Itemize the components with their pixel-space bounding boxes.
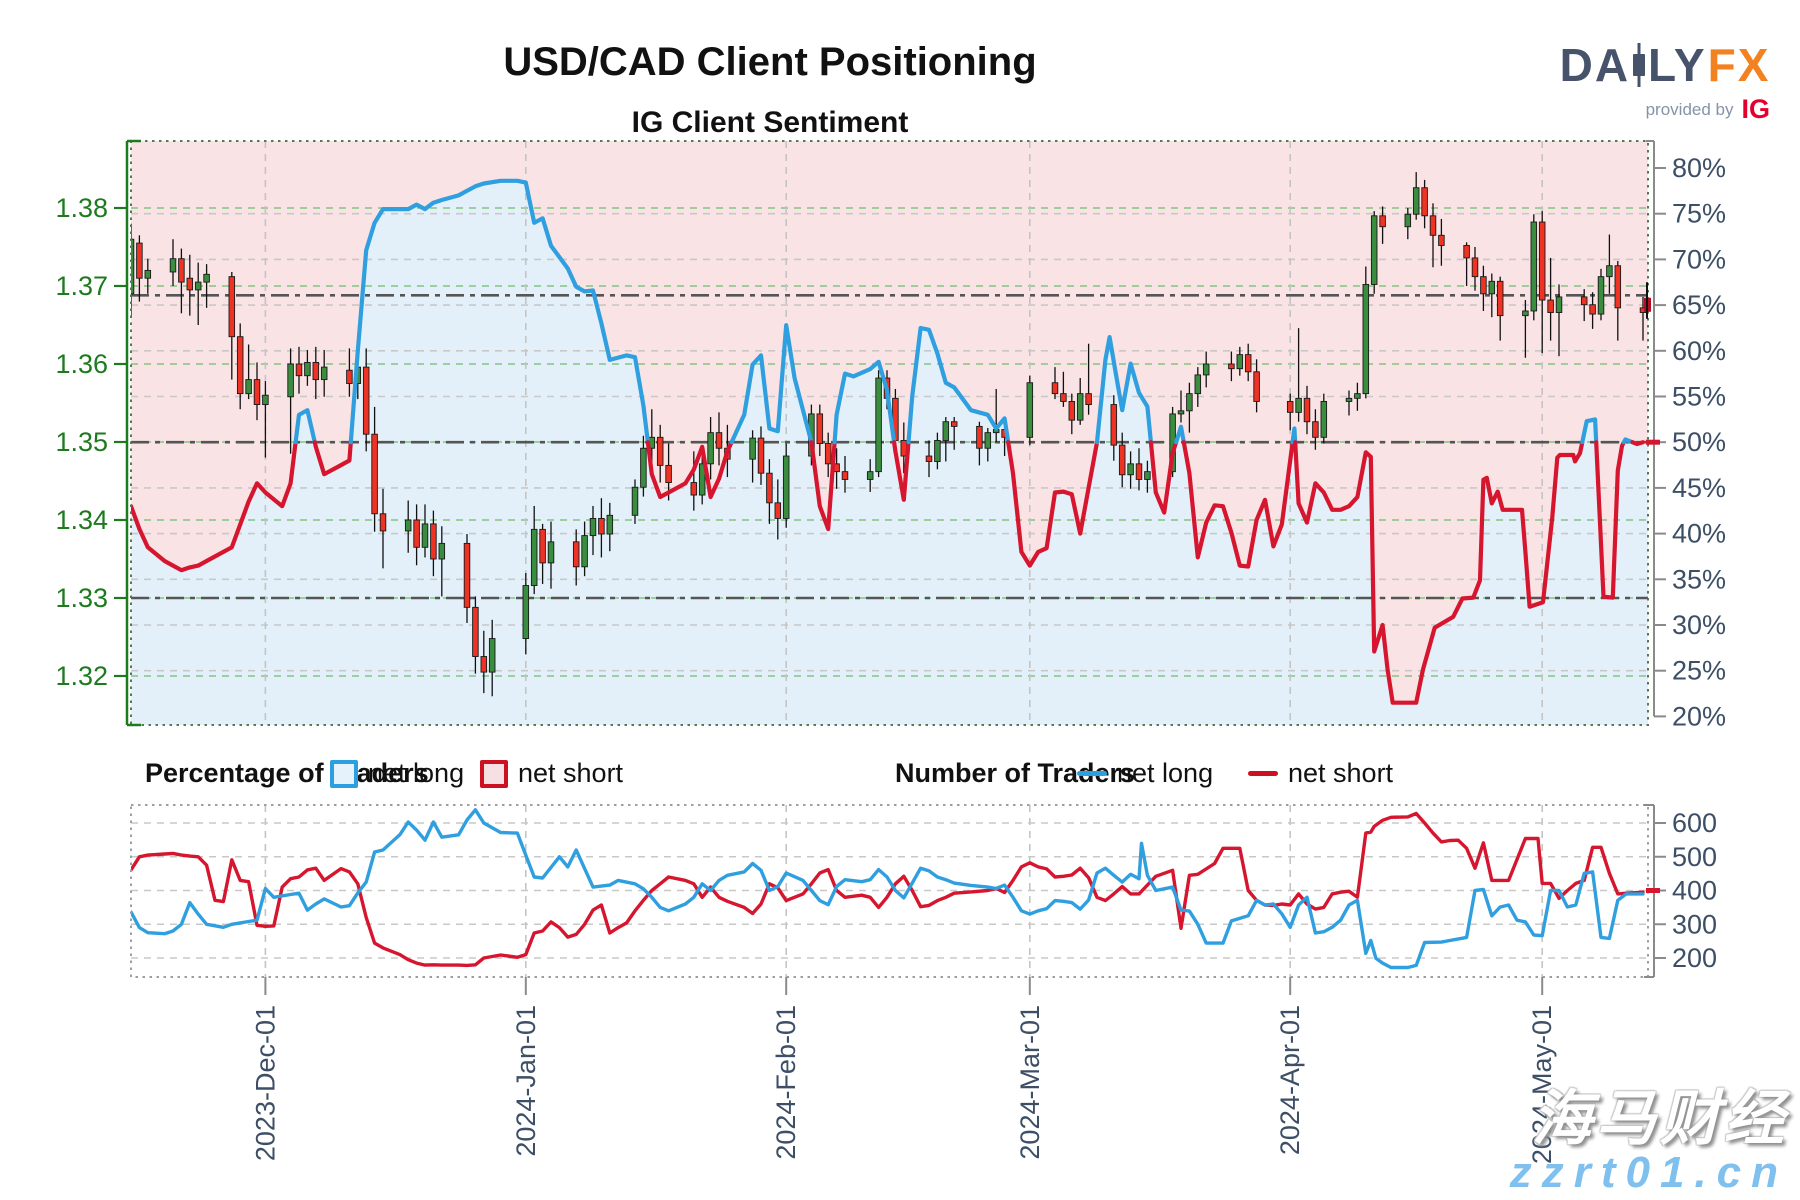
svg-text:30%: 30% bbox=[1672, 610, 1726, 640]
logo-text-fx: FX bbox=[1707, 39, 1771, 91]
svg-text:25%: 25% bbox=[1672, 656, 1726, 686]
svg-text:2024-Jan-01: 2024-Jan-01 bbox=[511, 1005, 541, 1157]
svg-text:20%: 20% bbox=[1672, 701, 1726, 731]
chart-legend: Percentage of Traders net long net short… bbox=[0, 758, 1800, 798]
svg-text:35%: 35% bbox=[1672, 564, 1726, 594]
net-short-line-icon bbox=[1248, 771, 1278, 776]
svg-text:1.32: 1.32 bbox=[55, 661, 108, 691]
svg-text:1.34: 1.34 bbox=[55, 505, 108, 535]
svg-text:500: 500 bbox=[1672, 842, 1717, 872]
svg-text:1.33: 1.33 bbox=[55, 583, 108, 613]
svg-text:55%: 55% bbox=[1672, 382, 1726, 412]
svg-text:2023-Dec-01: 2023-Dec-01 bbox=[250, 1005, 280, 1161]
svg-text:2024-Mar-01: 2024-Mar-01 bbox=[1015, 1005, 1045, 1160]
svg-text:1.36: 1.36 bbox=[55, 349, 108, 379]
ig-logo: IG bbox=[1741, 94, 1770, 124]
net-long-line-icon bbox=[1077, 771, 1107, 776]
logo-provided-by: provided by bbox=[1645, 99, 1734, 119]
svg-text:600: 600 bbox=[1672, 808, 1717, 838]
legend-pct-net-short: net short bbox=[480, 758, 623, 789]
svg-text:1.35: 1.35 bbox=[55, 427, 108, 457]
svg-text:200: 200 bbox=[1672, 943, 1717, 973]
svg-text:75%: 75% bbox=[1672, 199, 1726, 229]
svg-text:60%: 60% bbox=[1672, 336, 1726, 366]
logo-text-ly: LY bbox=[1648, 39, 1707, 91]
legend-pct-net-long: net long bbox=[330, 758, 464, 789]
svg-text:80%: 80% bbox=[1672, 153, 1726, 183]
net-long-swatch-icon bbox=[330, 759, 358, 788]
legend-pct-heading: Percentage of Traders bbox=[145, 758, 429, 788]
svg-text:40%: 40% bbox=[1672, 519, 1726, 549]
dailyfx-logo-wordmark: DA LY FX bbox=[1550, 38, 1780, 92]
watermark-url: zzrt01.cn bbox=[1509, 1147, 1788, 1197]
svg-text:2024-Apr-01: 2024-Apr-01 bbox=[1275, 1005, 1305, 1155]
svg-text:1.37: 1.37 bbox=[55, 271, 108, 301]
legend-num-net-long: net long bbox=[1077, 758, 1213, 789]
legend-num-net-short: net short bbox=[1248, 758, 1393, 789]
svg-text:400: 400 bbox=[1672, 876, 1717, 906]
dailyfx-logo: DA LY FX provided by IG bbox=[1550, 38, 1780, 125]
chart-subtitle: IG Client Sentiment bbox=[631, 106, 909, 139]
svg-text:70%: 70% bbox=[1672, 244, 1726, 274]
svg-text:45%: 45% bbox=[1672, 473, 1726, 503]
svg-text:2024-Feb-01: 2024-Feb-01 bbox=[771, 1005, 801, 1160]
svg-text:2024-May-01: 2024-May-01 bbox=[1527, 1005, 1557, 1164]
watermark-cn: 海马财经 bbox=[1532, 1084, 1788, 1152]
watermark: 海马财经 zzrt01.cn bbox=[1510, 1087, 1788, 1196]
page-title: USD/CAD Client Positioning bbox=[503, 40, 1037, 84]
svg-text:50%: 50% bbox=[1672, 427, 1726, 457]
svg-text:65%: 65% bbox=[1672, 290, 1726, 320]
net-short-swatch-icon bbox=[480, 759, 508, 788]
candlestick-icon bbox=[1633, 43, 1646, 87]
svg-text:1.38: 1.38 bbox=[55, 193, 108, 223]
logo-text-da: DA bbox=[1559, 39, 1631, 91]
svg-text:300: 300 bbox=[1672, 909, 1717, 939]
